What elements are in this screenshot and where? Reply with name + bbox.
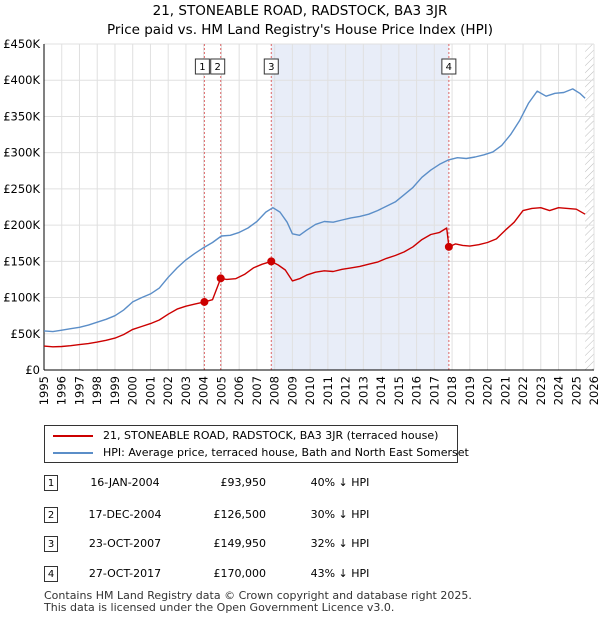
sale-number-label: 1 bbox=[199, 62, 205, 73]
sale-point-marker bbox=[200, 297, 209, 306]
sale-price: £93,950 bbox=[220, 476, 267, 489]
x-tick-label: 2014 bbox=[374, 376, 388, 405]
y-tick-label: £450K bbox=[3, 37, 40, 51]
sale-point-marker bbox=[444, 242, 453, 251]
y-tick-label: £50K bbox=[11, 327, 41, 341]
sale-hpi-diff: 30% ↓ HPI bbox=[310, 508, 370, 521]
x-tick-label: 2010 bbox=[303, 376, 317, 405]
legend-item-hpi: HPI: Average price, terraced house, Bath… bbox=[53, 445, 469, 461]
x-tick-label: 2007 bbox=[250, 376, 264, 405]
sale-hpi-diff: 43% ↓ HPI bbox=[310, 567, 370, 580]
x-tick-label: 2018 bbox=[445, 376, 459, 405]
sale-number-box bbox=[263, 58, 279, 75]
sale-point-marker bbox=[216, 274, 225, 283]
x-tick-label: 2009 bbox=[285, 376, 299, 405]
sale-marker-badge: 2 bbox=[44, 507, 58, 523]
sale-date: 16-JAN-2004 bbox=[90, 476, 160, 489]
x-tick-label: 2008 bbox=[268, 376, 282, 405]
sale-row: 1 16-JAN-2004 £93,950 40% ↓ HPI bbox=[0, 475, 600, 495]
sale-row: 2 17-DEC-2004 £126,500 30% ↓ HPI bbox=[0, 507, 600, 527]
sale-number-box bbox=[441, 58, 457, 75]
sale-marker-badge: 4 bbox=[44, 566, 58, 582]
legend-label-property: 21, STONEABLE ROAD, RADSTOCK, BA3 3JR (t… bbox=[103, 429, 439, 442]
price-chart: £0 £50K £100K £150K £200K £250K £300K £350K £400… bbox=[3, 37, 600, 405]
sale-date: 17-DEC-2004 bbox=[88, 508, 162, 521]
y-tick-label: £350K bbox=[3, 109, 40, 123]
x-tick-label: 1999 bbox=[108, 376, 122, 405]
x-tick-label: 2025 bbox=[569, 376, 583, 405]
series-line-property bbox=[43, 207, 586, 348]
y-tick-label: £150K bbox=[3, 254, 40, 268]
sale-price: £126,500 bbox=[213, 508, 267, 521]
footer-line-2: This data is licensed under the Open Gov… bbox=[44, 601, 395, 614]
title-line-2: Price paid vs. HM Land Registry's House … bbox=[107, 22, 493, 38]
x-tick-label: 2022 bbox=[516, 376, 530, 405]
x-tick-label: 2003 bbox=[179, 376, 193, 405]
sale-marker-badge: 3 bbox=[44, 536, 58, 552]
x-tick-label: 2024 bbox=[552, 376, 566, 405]
x-tick-label: 2026 bbox=[587, 376, 600, 405]
series-line-hpi bbox=[43, 88, 586, 333]
sale-number-box bbox=[194, 58, 210, 75]
sale-date: 23-OCT-2007 bbox=[88, 537, 162, 550]
y-tick-label: £250K bbox=[3, 182, 40, 196]
y-tick-label: £300K bbox=[3, 146, 40, 160]
x-tick-label: 1996 bbox=[55, 376, 69, 405]
x-tick-label: 2019 bbox=[463, 376, 477, 405]
title-line-1: 21, STONEABLE ROAD, RADSTOCK, BA3 3JR bbox=[152, 3, 448, 19]
sale-number-label: 4 bbox=[446, 62, 452, 73]
x-tick-label: 2006 bbox=[232, 376, 246, 405]
x-tick-label: 2017 bbox=[427, 376, 441, 405]
x-tick-label: 1997 bbox=[72, 376, 86, 405]
y-tick-label: £400K bbox=[3, 73, 40, 87]
sale-row: 4 27-OCT-2017 £170,000 43% ↓ HPI bbox=[0, 566, 600, 586]
x-tick-label: 2005 bbox=[214, 376, 228, 405]
sale-number-box bbox=[210, 58, 226, 75]
x-tick-label: 1998 bbox=[90, 376, 104, 405]
sale-marker-badge: 1 bbox=[44, 475, 58, 491]
sale-hpi-diff: 32% ↓ HPI bbox=[310, 537, 370, 550]
sale-date: 27-OCT-2017 bbox=[88, 567, 162, 580]
x-tick-label: 2001 bbox=[143, 376, 157, 405]
sale-hpi-diff: 40% ↓ HPI bbox=[310, 476, 370, 489]
x-tick-label: 1995 bbox=[37, 376, 51, 405]
x-tick-label: 2004 bbox=[197, 376, 211, 405]
sale-row: 3 23-OCT-2007 £149,950 32% ↓ HPI bbox=[0, 536, 600, 556]
x-tick-label: 2023 bbox=[534, 376, 548, 405]
y-tick-label: £0 bbox=[25, 363, 40, 377]
chart-title: 21, STONEABLE ROAD, RADSTOCK, BA3 3JR Pr… bbox=[0, 2, 600, 40]
x-tick-label: 2015 bbox=[392, 376, 406, 405]
forecast-hatch-area bbox=[585, 44, 594, 370]
legend-item-property: 21, STONEABLE ROAD, RADSTOCK, BA3 3JR (t… bbox=[53, 428, 438, 444]
footer-line-1: Contains HM Land Registry data © Crown c… bbox=[44, 589, 472, 602]
legend-swatch-property bbox=[53, 435, 93, 437]
shaded-ownership-range bbox=[271, 44, 449, 370]
sale-price: £149,950 bbox=[213, 537, 267, 550]
x-tick-label: 2016 bbox=[410, 376, 424, 405]
y-tick-label: £100K bbox=[3, 291, 40, 305]
x-tick-label: 2002 bbox=[161, 376, 175, 405]
x-tick-label: 2020 bbox=[481, 376, 495, 405]
footer-attribution: Contains HM Land Registry data © Crown c… bbox=[44, 590, 472, 614]
sale-point-marker bbox=[267, 257, 276, 266]
y-tick-label: £200K bbox=[3, 218, 40, 232]
legend-label-hpi: HPI: Average price, terraced house, Bath… bbox=[103, 446, 469, 459]
x-tick-label: 2021 bbox=[498, 376, 512, 405]
sale-number-label: 3 bbox=[268, 62, 274, 73]
sale-price: £170,000 bbox=[213, 567, 267, 580]
legend-swatch-hpi bbox=[53, 452, 93, 454]
x-tick-label: 2000 bbox=[126, 376, 140, 405]
x-tick-label: 2011 bbox=[321, 376, 335, 405]
x-tick-label: 2013 bbox=[356, 376, 370, 405]
legend: 21, STONEABLE ROAD, RADSTOCK, BA3 3JR (t… bbox=[44, 425, 469, 463]
sale-number-label: 2 bbox=[215, 62, 221, 73]
x-tick-label: 2012 bbox=[339, 376, 353, 405]
